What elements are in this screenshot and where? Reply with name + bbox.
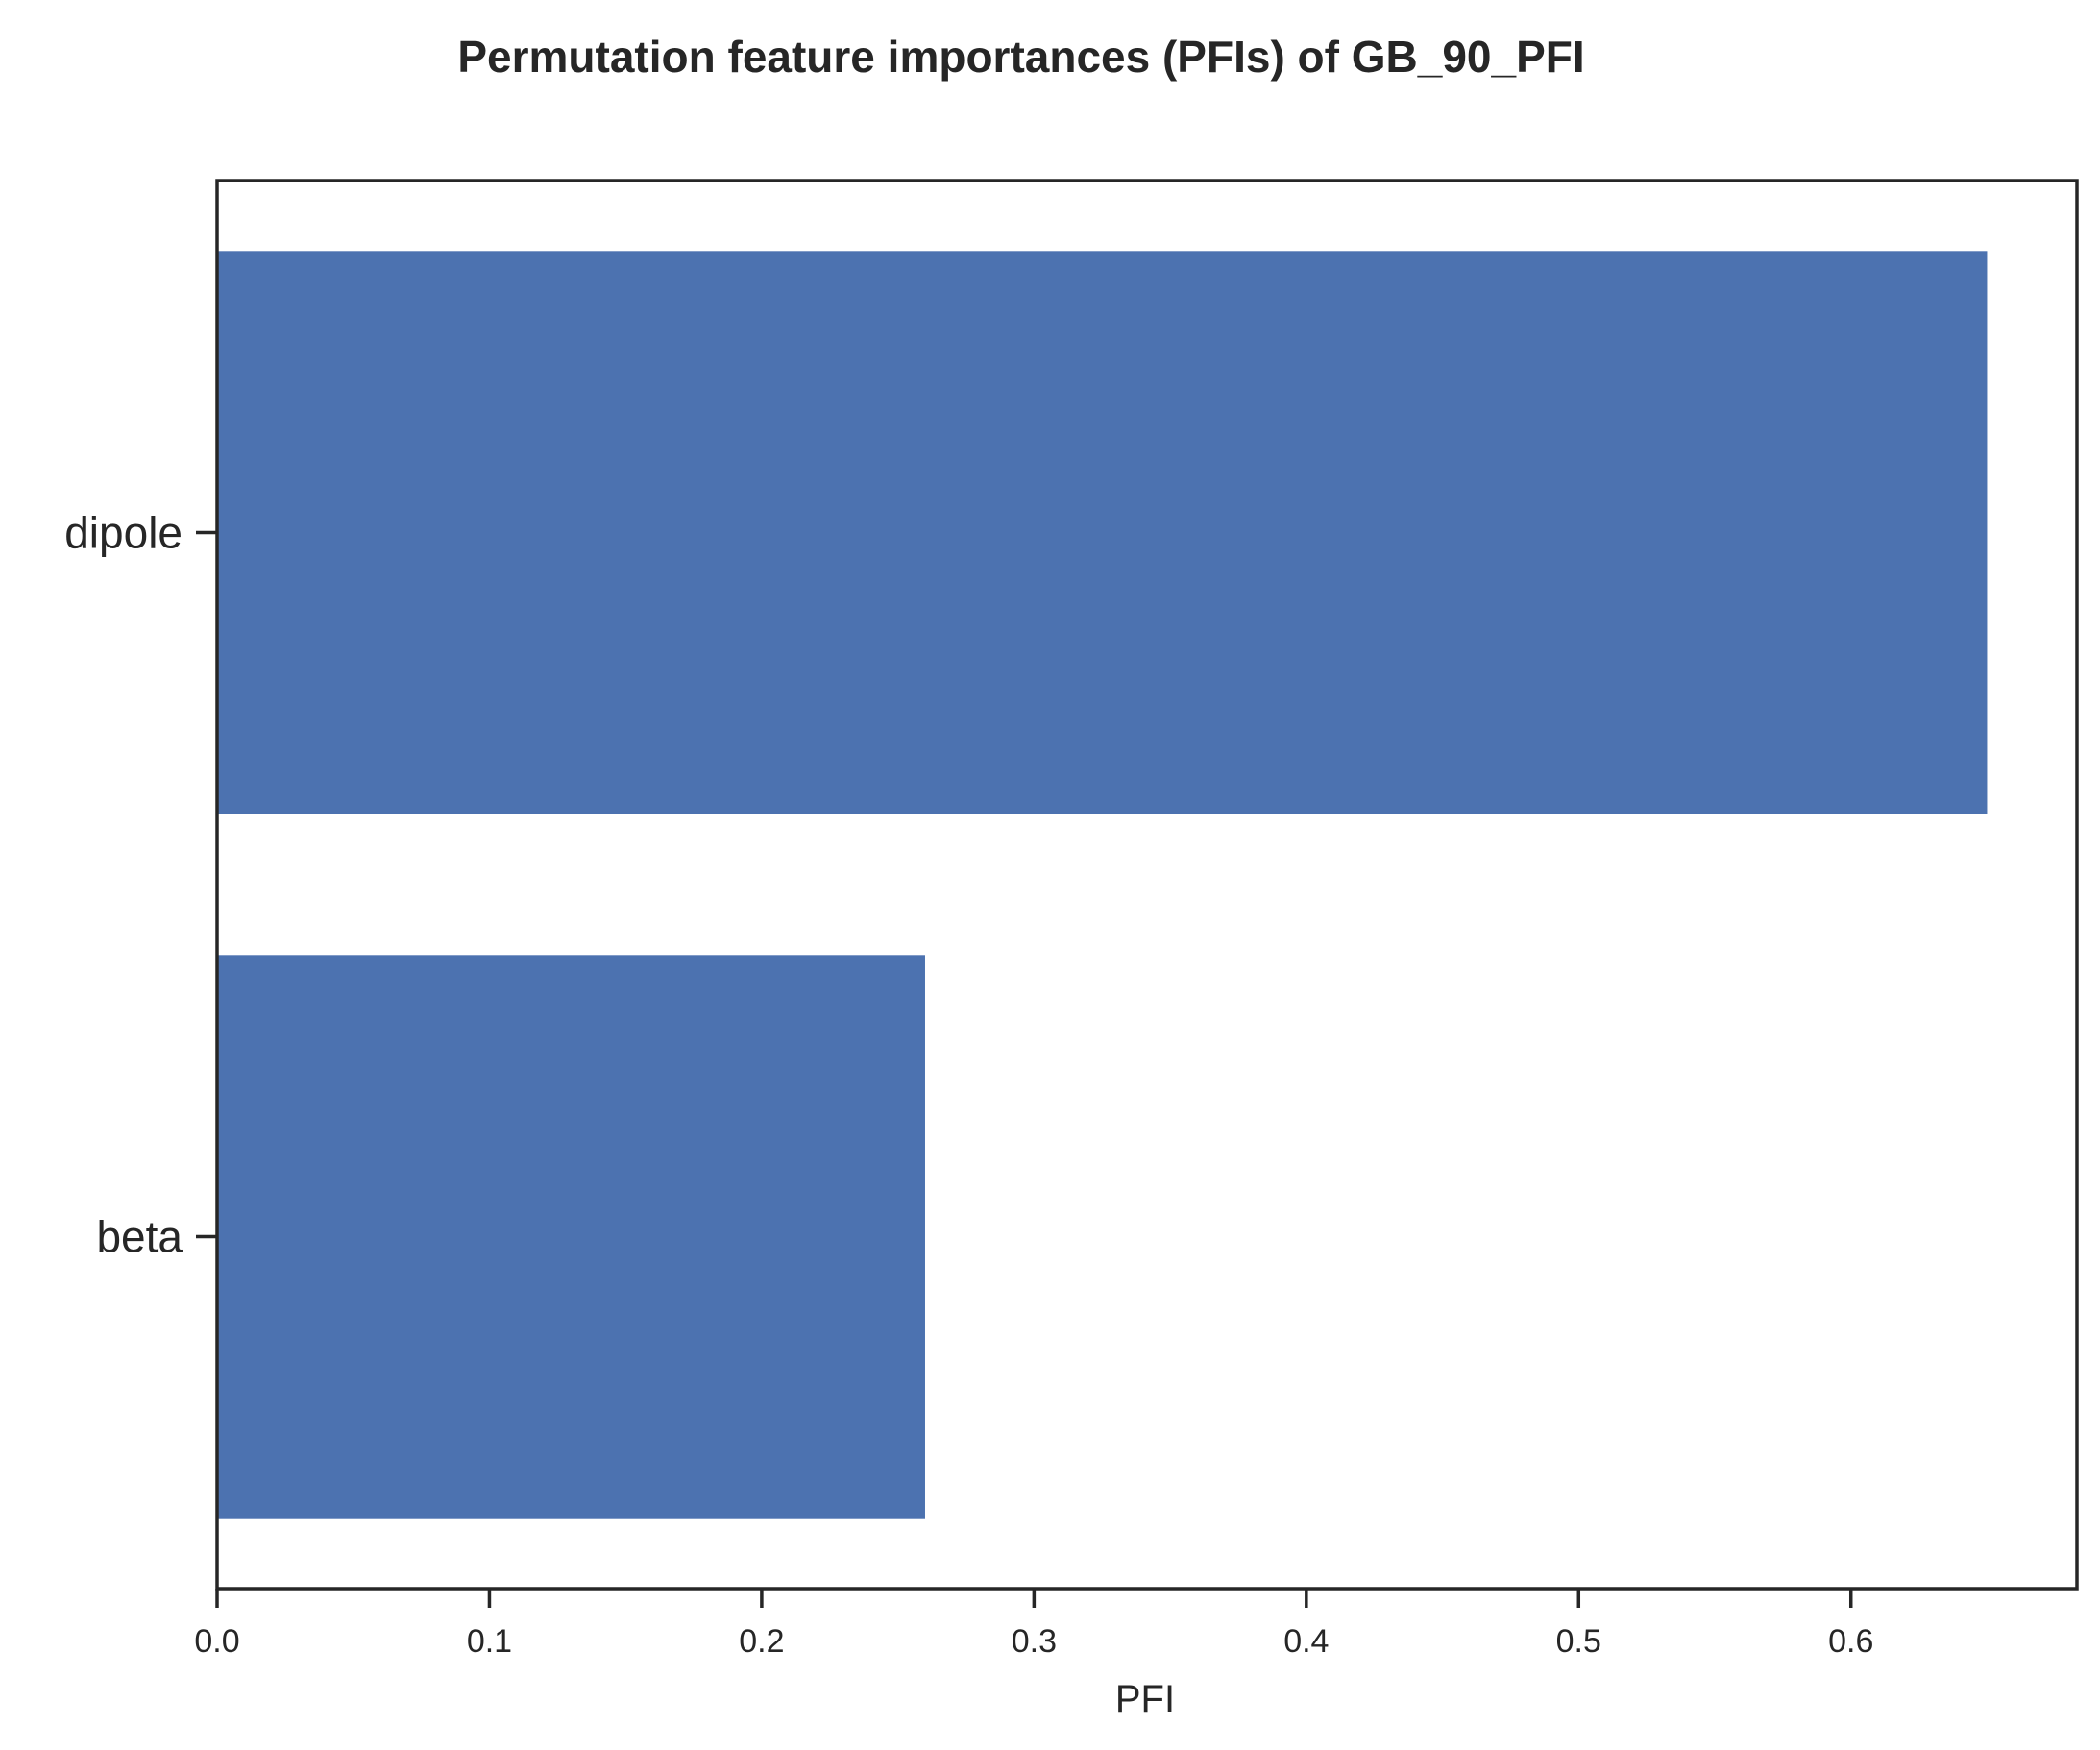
- x-tick-label-5: 0.5: [1556, 1623, 1601, 1660]
- x-tick-label-1: 0.1: [467, 1623, 512, 1660]
- x-tick-label-0: 0.0: [194, 1623, 239, 1660]
- bar-beta: [217, 955, 925, 1519]
- y-tick-label-dipole: dipole: [64, 508, 183, 558]
- x-tick-label-2: 0.2: [739, 1623, 784, 1660]
- y-ticks-group: dipole beta: [64, 508, 217, 1262]
- x-tick-label-4: 0.4: [1283, 1623, 1329, 1660]
- x-tick-label-3: 0.3: [1012, 1623, 1057, 1660]
- y-tick-label-beta: beta: [96, 1212, 183, 1262]
- plot-frame: [215, 179, 2079, 1591]
- x-tick-label-6: 0.6: [1828, 1623, 1873, 1660]
- bar-dipole: [217, 251, 1988, 814]
- chart-title: Permutation feature importances (PFIs) o…: [457, 32, 1584, 82]
- x-ticks-group: 0.0 0.1 0.2 0.3 0.4 0.5 0.6: [194, 1589, 1873, 1660]
- bars-group: [217, 251, 1988, 1519]
- x-axis-label: PFI: [1115, 1678, 1175, 1720]
